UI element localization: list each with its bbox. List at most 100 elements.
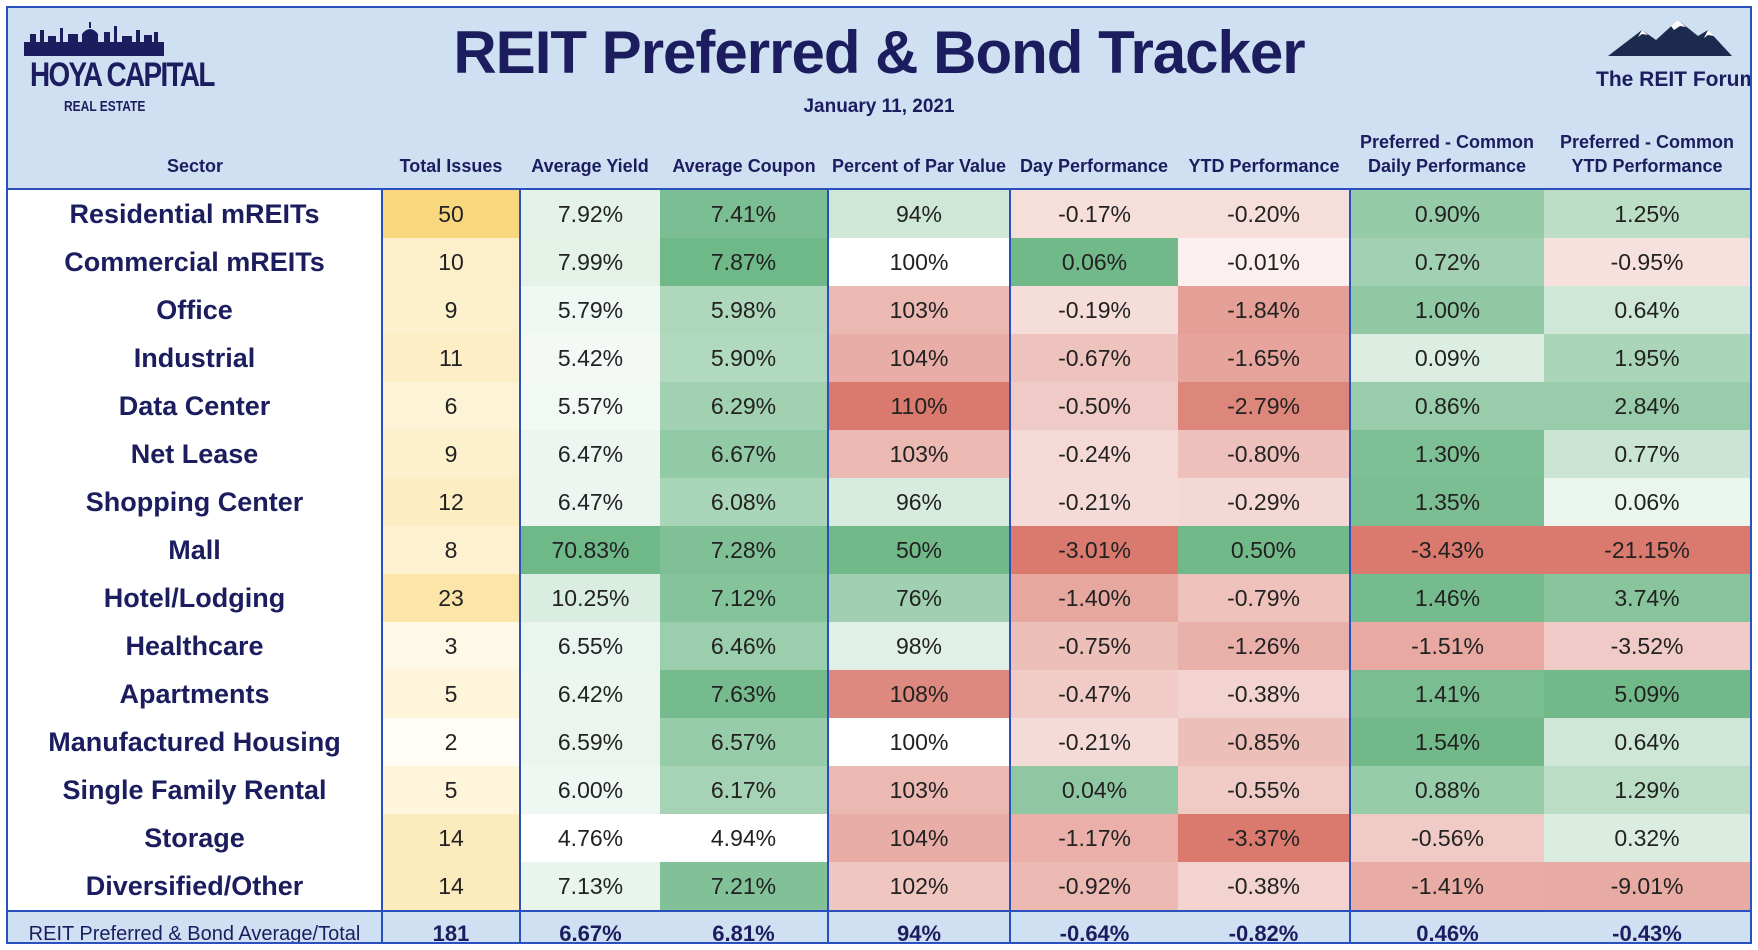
issues-cell: 2 — [381, 718, 520, 766]
tracker-table: Sector Total Issues Average Yield Averag… — [8, 120, 1750, 942]
total-pc-daily: 0.46% — [1349, 910, 1544, 942]
table-row: Apartments 5 6.42% 7.63% 108% -0.47% -0.38% 1.4… — [8, 670, 1750, 718]
logo-brand-text: HOYA CAPITAL — [30, 56, 215, 94]
pc-daily-cell: 1.46% — [1349, 574, 1544, 622]
par-cell: 102% — [827, 862, 1010, 911]
pc-daily-cell: 0.90% — [1349, 189, 1544, 238]
yield-cell: 6.47% — [519, 430, 660, 478]
pc-ytd-cell: 1.95% — [1544, 334, 1750, 382]
ytd-cell: -1.65% — [1178, 334, 1350, 382]
ytd-cell: -0.20% — [1178, 189, 1350, 238]
par-cell: 50% — [827, 526, 1010, 574]
issues-cell: 14 — [381, 862, 520, 911]
sector-cell: Hotel/Lodging — [8, 574, 382, 622]
issues-cell: 23 — [381, 574, 520, 622]
pc-ytd-cell: 1.25% — [1544, 189, 1750, 238]
day-cell: -0.21% — [1009, 718, 1178, 766]
sector-cell: Office — [8, 286, 382, 334]
coupon-cell: 6.46% — [660, 622, 828, 670]
yield-cell: 5.42% — [519, 334, 660, 382]
day-cell: -0.75% — [1009, 622, 1178, 670]
table-row: Healthcare 3 6.55% 6.46% 98% -0.75% -1.26% -1.5… — [8, 622, 1750, 670]
ytd-cell: -0.79% — [1178, 574, 1350, 622]
total-pc-ytd: -0.43% — [1544, 910, 1750, 942]
pc-daily-cell: 1.54% — [1349, 718, 1544, 766]
pc-ytd-cell: 0.64% — [1544, 718, 1750, 766]
total-row: REIT Preferred & Bond Average/Total 181 … — [8, 910, 1750, 942]
yield-cell: 6.47% — [519, 478, 660, 526]
table-row: Diversified/Other 14 7.13% 7.21% 102% -0.92% -… — [8, 862, 1750, 911]
day-cell: -0.92% — [1009, 862, 1178, 911]
reit-forum-logo: The REIT Forum — [1588, 16, 1750, 96]
table-row: Single Family Rental 5 6.00% 6.17% 103% 0.04%… — [8, 766, 1750, 814]
issues-cell: 3 — [381, 622, 520, 670]
par-cell: 103% — [827, 766, 1010, 814]
skyline-icon — [24, 22, 164, 56]
pc-daily-cell: 0.09% — [1349, 334, 1544, 382]
day-cell: -3.01% — [1009, 526, 1178, 574]
total-yield: 6.67% — [519, 910, 660, 942]
pc-daily-cell: -0.56% — [1349, 814, 1544, 862]
ytd-cell: -0.55% — [1178, 766, 1350, 814]
yield-cell: 10.25% — [519, 574, 660, 622]
day-cell: -0.50% — [1009, 382, 1178, 430]
par-cell: 103% — [827, 430, 1010, 478]
coupon-cell: 6.67% — [660, 430, 828, 478]
yield-cell: 7.13% — [519, 862, 660, 911]
pc-ytd-cell: 0.64% — [1544, 286, 1750, 334]
coupon-cell: 7.12% — [660, 574, 828, 622]
col-header-coupon: Average Coupon — [660, 120, 828, 190]
day-cell: -1.17% — [1009, 814, 1178, 862]
par-cell: 110% — [827, 382, 1010, 430]
par-cell: 98% — [827, 622, 1010, 670]
logo-forum-text: The REIT Forum — [1596, 68, 1752, 91]
col-header-par: Percent of Par Value — [828, 120, 1010, 190]
pc-ytd-cell: -0.95% — [1544, 238, 1750, 286]
col-header-yield: Average Yield — [520, 120, 660, 190]
table-row: Hotel/Lodging 23 10.25% 7.12% 76% -1.40% -0.79… — [8, 574, 1750, 622]
pc-daily-cell: 0.86% — [1349, 382, 1544, 430]
table-row: Residential mREITs 50 7.92% 7.41% 94% -0.17% -… — [8, 189, 1750, 238]
coupon-cell: 4.94% — [660, 814, 828, 862]
table-row: Commercial mREITs 10 7.99% 7.87% 100% 0.06% -0… — [8, 238, 1750, 286]
pc-daily-cell: 1.41% — [1349, 670, 1544, 718]
tracker-frame: HOYA CAPITAL REAL ESTATE REIT Preferred … — [6, 6, 1752, 944]
par-cell: 100% — [827, 718, 1010, 766]
table-row: Net Lease 9 6.47% 6.67% 103% -0.24% -0.80% 1.30… — [8, 430, 1750, 478]
table-body: Residential mREITs 50 7.92% 7.41% 94% -0.17% -… — [8, 189, 1750, 911]
sector-cell: Manufactured Housing — [8, 718, 382, 766]
coupon-cell: 6.17% — [660, 766, 828, 814]
total-coupon: 6.81% — [660, 910, 828, 942]
issues-cell: 5 — [381, 766, 520, 814]
pc-daily-cell: 1.00% — [1349, 286, 1544, 334]
pc-daily-cell: 1.30% — [1349, 430, 1544, 478]
coupon-cell: 7.63% — [660, 670, 828, 718]
sector-cell: Data Center — [8, 382, 382, 430]
pc-daily-cell: 1.35% — [1349, 478, 1544, 526]
par-cell: 94% — [827, 189, 1010, 238]
ytd-cell: -0.38% — [1178, 670, 1350, 718]
col-header-pc-ytd: Preferred - Common YTD Performance — [1544, 120, 1750, 190]
header-row: Sector Total Issues Average Yield Averag… — [8, 120, 1750, 190]
pc-ytd-cell: -3.52% — [1544, 622, 1750, 670]
yield-cell: 70.83% — [519, 526, 660, 574]
pc-ytd-cell: 5.09% — [1544, 670, 1750, 718]
pc-ytd-cell: 0.32% — [1544, 814, 1750, 862]
sector-cell: Mall — [8, 526, 382, 574]
day-cell: -0.17% — [1009, 189, 1178, 238]
sector-cell: Residential mREITs — [8, 189, 382, 238]
pc-ytd-cell: -21.15% — [1544, 526, 1750, 574]
pc-daily-cell: -1.51% — [1349, 622, 1544, 670]
issues-cell: 9 — [381, 286, 520, 334]
par-cell: 76% — [827, 574, 1010, 622]
col-header-pc-daily: Preferred - Common Daily Performance — [1350, 120, 1544, 190]
total-sector: REIT Preferred & Bond Average/Total — [8, 910, 382, 942]
col-header-issues: Total Issues — [382, 120, 520, 190]
yield-cell: 6.42% — [519, 670, 660, 718]
par-cell: 104% — [827, 814, 1010, 862]
yield-cell: 4.76% — [519, 814, 660, 862]
pc-ytd-cell: 2.84% — [1544, 382, 1750, 430]
ytd-cell: -3.37% — [1178, 814, 1350, 862]
col-header-day: Day Performance — [1010, 120, 1178, 190]
issues-cell: 9 — [381, 430, 520, 478]
